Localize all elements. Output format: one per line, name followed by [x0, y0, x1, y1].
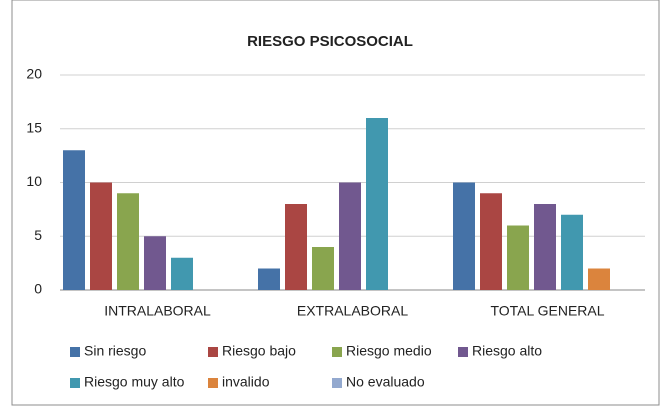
- legend-swatch: [208, 378, 218, 388]
- legend-swatch: [458, 347, 468, 357]
- y-tick-label: 10: [26, 173, 42, 189]
- legend-label: Sin riesgo: [84, 343, 146, 359]
- legend-label: Riesgo alto: [472, 343, 542, 359]
- bar: [285, 204, 307, 290]
- bar: [312, 247, 334, 290]
- bar: [480, 193, 502, 290]
- bar: [63, 150, 85, 290]
- bar: [507, 225, 529, 290]
- legend-label: invalido: [222, 374, 270, 390]
- legend-label: Riesgo medio: [346, 343, 432, 359]
- bar: [258, 268, 280, 290]
- legend-label: Riesgo muy alto: [84, 374, 185, 390]
- bar: [561, 214, 583, 290]
- bar: [339, 182, 361, 290]
- legend-swatch: [332, 347, 342, 357]
- x-tick-label: TOTAL GENERAL: [490, 303, 604, 319]
- y-tick-label: 0: [34, 281, 42, 297]
- legend-swatch: [70, 347, 80, 357]
- legend-swatch: [208, 347, 218, 357]
- bar: [171, 257, 193, 290]
- y-tick-label: 5: [34, 227, 42, 243]
- bar: [534, 204, 556, 290]
- bar: [453, 182, 475, 290]
- bar: [588, 268, 610, 290]
- legend-swatch: [70, 378, 80, 388]
- y-tick-label: 15: [26, 119, 42, 135]
- bar: [366, 118, 388, 290]
- y-tick-label: 20: [26, 66, 42, 82]
- legend-label: Riesgo bajo: [222, 343, 296, 359]
- x-tick-label: EXTRALABORAL: [297, 303, 408, 319]
- legend-swatch: [332, 378, 342, 388]
- bar: [90, 182, 112, 290]
- bar: [117, 193, 139, 290]
- x-tick-label: INTRALABORAL: [104, 303, 211, 319]
- legend-label: No evaluado: [346, 374, 425, 390]
- bar: [144, 236, 166, 290]
- chart-title: RIESGO PSICOSOCIAL: [247, 33, 413, 50]
